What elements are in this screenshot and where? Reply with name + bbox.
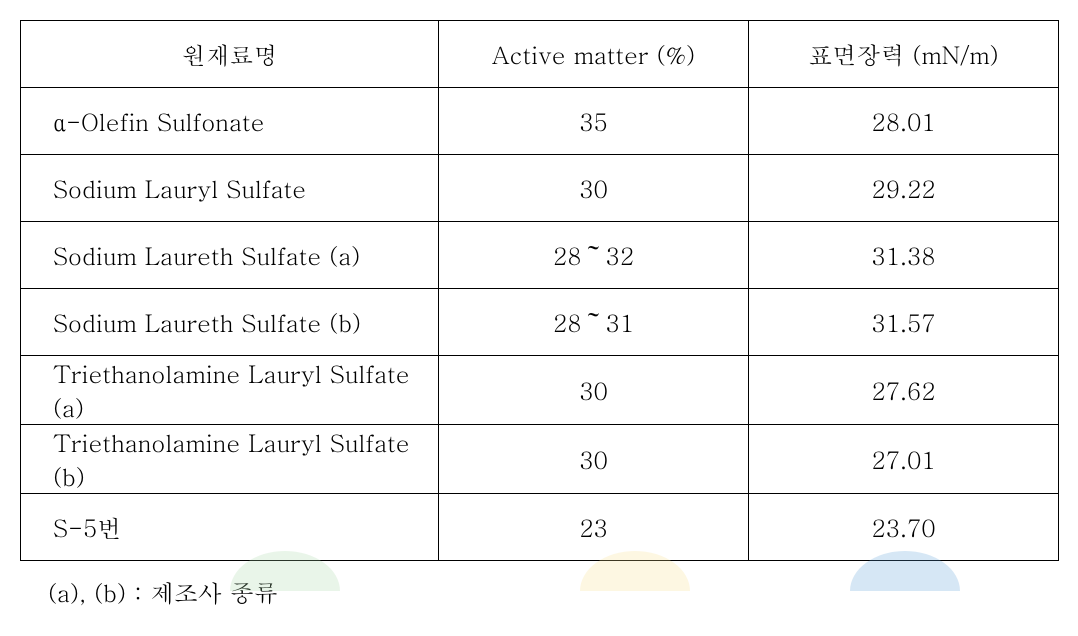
material-name: S-5번: [21, 494, 439, 561]
active-matter: 30: [439, 155, 749, 222]
table-row: Triethanolamine Lauryl Sulfate (a) 30 27…: [21, 356, 1059, 425]
material-name: α-Olefin Sulfonate: [21, 88, 439, 155]
active-matter: 28～31: [439, 289, 749, 356]
table-row: Sodium Lauryl Sulfate 30 29.22: [21, 155, 1059, 222]
active-matter: 28～32: [439, 222, 749, 289]
table-body: α-Olefin Sulfonate 35 28.01 Sodium Laury…: [21, 88, 1059, 561]
col-header-surface-tension: 표면장력 (mN/m): [749, 21, 1059, 88]
table-header-row: 원재료명 Active matter (%) 표면장력 (mN/m): [21, 21, 1059, 88]
data-table: 원재료명 Active matter (%) 표면장력 (mN/m) α-Ole…: [20, 20, 1059, 561]
surface-tension: 27.01: [749, 425, 1059, 494]
active-matter: 30: [439, 425, 749, 494]
table-row: Sodium Laureth Sulfate (a) 28～32 31.38: [21, 222, 1059, 289]
table-row: α-Olefin Sulfonate 35 28.01: [21, 88, 1059, 155]
material-name: Triethanolamine Lauryl Sulfate (a): [21, 356, 439, 425]
surface-tension: 29.22: [749, 155, 1059, 222]
active-matter: 23: [439, 494, 749, 561]
active-matter: 30: [439, 356, 749, 425]
surface-tension: 31.38: [749, 222, 1059, 289]
table-row: Sodium Laureth Sulfate (b) 28～31 31.57: [21, 289, 1059, 356]
material-name: Triethanolamine Lauryl Sulfate (b): [21, 425, 439, 494]
active-matter: 35: [439, 88, 749, 155]
material-name: Sodium Laureth Sulfate (a): [21, 222, 439, 289]
table-row: Triethanolamine Lauryl Sulfate (b) 30 27…: [21, 425, 1059, 494]
col-header-material: 원재료명: [21, 21, 439, 88]
surface-tension: 27.62: [749, 356, 1059, 425]
col-header-active-matter: Active matter (%): [439, 21, 749, 88]
surface-tension: 28.01: [749, 88, 1059, 155]
material-name: Sodium Laureth Sulfate (b): [21, 289, 439, 356]
surface-tension: 31.57: [749, 289, 1059, 356]
material-name: Sodium Lauryl Sulfate: [21, 155, 439, 222]
